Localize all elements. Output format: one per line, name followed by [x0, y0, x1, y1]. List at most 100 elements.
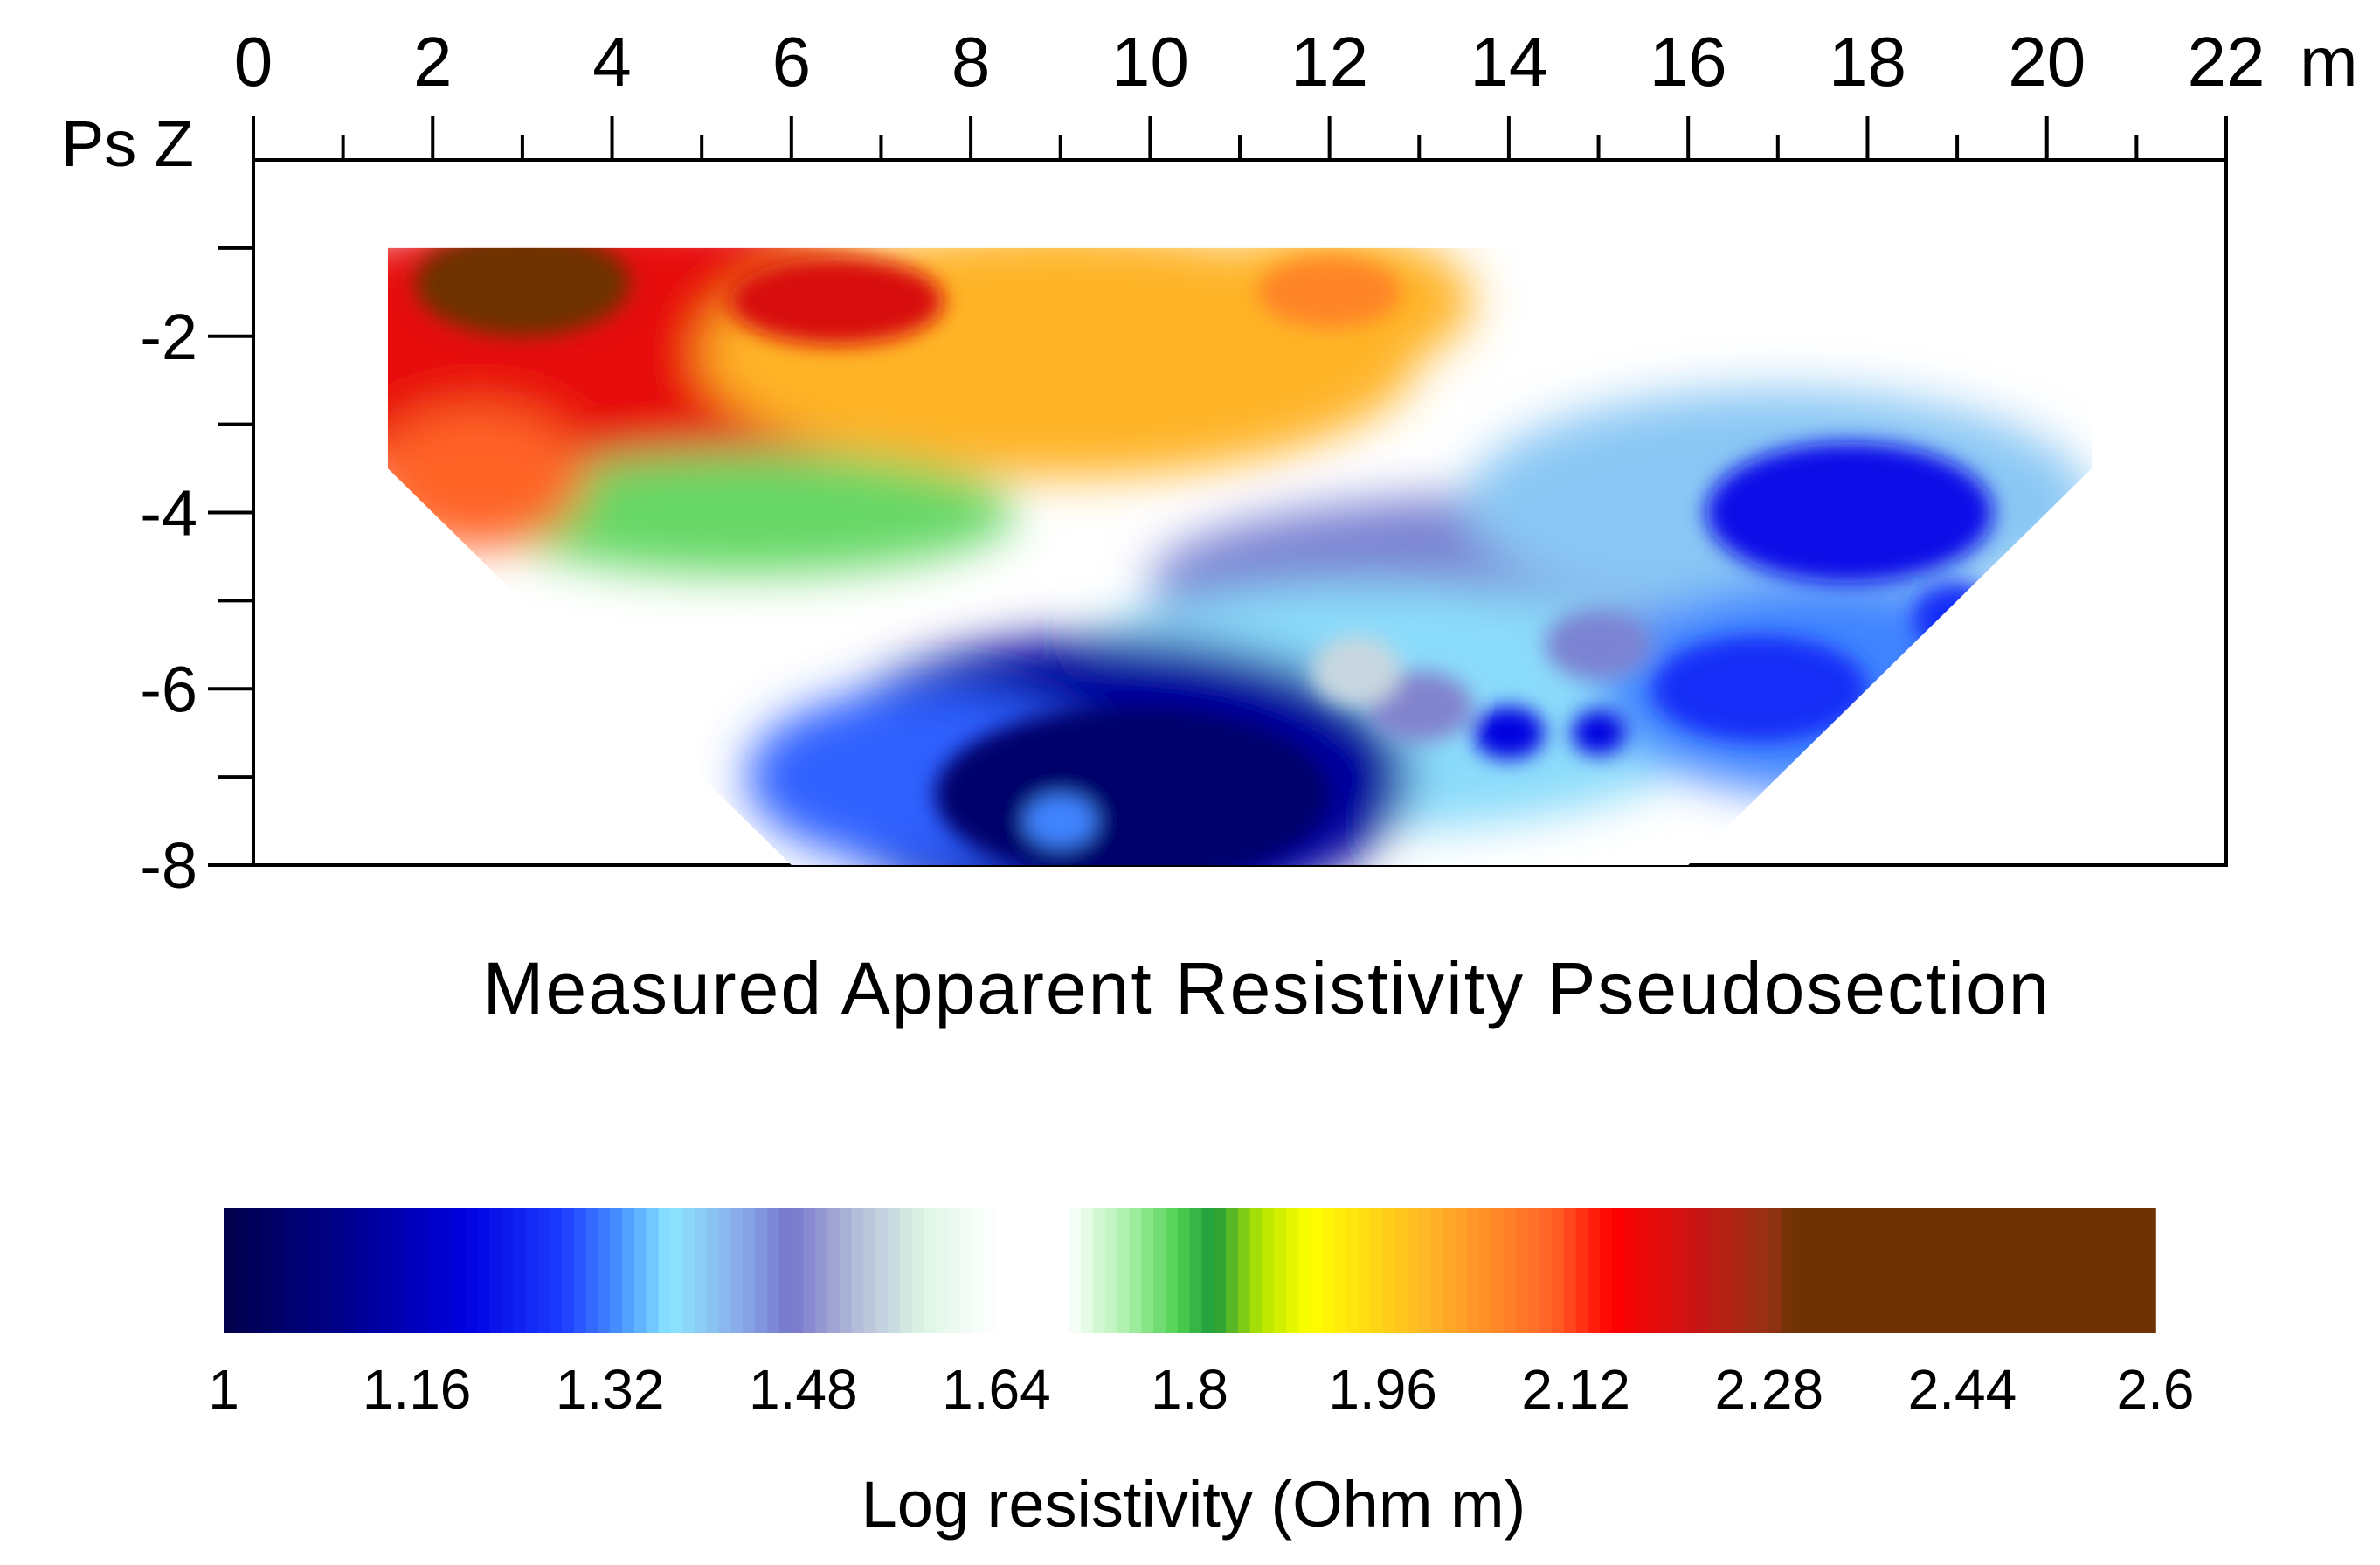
colorbar-swatch [1600, 1208, 1613, 1333]
x-tick-label: 2 [413, 23, 453, 100]
colorbar-swatch [1672, 1208, 1685, 1333]
y-axis: -2 -4 -6 -8 Ps Z [61, 107, 253, 902]
colorbar-swatch [996, 1208, 1010, 1333]
x-tick-label: 12 [1290, 23, 1368, 100]
colorbar-swatch [1636, 1208, 1650, 1333]
colorbar-swatch [1407, 1208, 1420, 1333]
colorbar-swatch [1069, 1208, 1082, 1333]
colorbar-swatch [1467, 1208, 1480, 1333]
x-tick-label: 18 [1829, 23, 1906, 100]
colorbar-swatch [1926, 1208, 1940, 1333]
colorbar-swatch [1648, 1208, 1662, 1333]
x-tick-label: 22 [2188, 23, 2266, 100]
colorbar-swatch [1660, 1208, 1674, 1333]
colorbar-swatch [1974, 1208, 1988, 1333]
colorbar-swatch [633, 1208, 647, 1333]
colorbar-tick-label: 2.28 [1715, 1358, 1824, 1421]
colorbar-swatch [1817, 1208, 1830, 1333]
colorbar-swatch [1214, 1208, 1227, 1333]
colorbar-swatch [1612, 1208, 1625, 1333]
colorbar-swatch [948, 1208, 961, 1333]
resistivity-blob [1024, 794, 1097, 848]
colorbar-tick-label: 1.96 [1328, 1358, 1437, 1421]
colorbar-swatch [1455, 1208, 1469, 1333]
colorbar-swatch [332, 1208, 345, 1333]
colorbar-swatch [791, 1208, 805, 1333]
colorbar-swatch [1117, 1208, 1131, 1333]
colorbar-swatch [1913, 1208, 1927, 1333]
colorbar-swatch [1588, 1208, 1602, 1333]
colorbar-swatch [1177, 1208, 1191, 1333]
colorbar-swatch [585, 1208, 599, 1333]
colorbar-swatch [2010, 1208, 2024, 1333]
colorbar-swatch [2131, 1208, 2144, 1333]
resistivity-blob [1652, 635, 1868, 742]
colorbar-swatch [2107, 1208, 2121, 1333]
colorbar-swatch [1189, 1208, 1203, 1333]
colorbar-swatch [1756, 1208, 1770, 1333]
colorbar-swatch [1141, 1208, 1154, 1333]
colorbar-swatch [1527, 1208, 1541, 1333]
colorbar-swatch [1382, 1208, 1396, 1333]
colorbar-swatch [766, 1208, 780, 1333]
colorbar-swatch [1563, 1208, 1577, 1333]
colorbar-swatch [1274, 1208, 1287, 1333]
colorbar-swatch [1165, 1208, 1179, 1333]
colorbar-swatch [1479, 1208, 1492, 1333]
colorbar-swatch [1901, 1208, 1915, 1333]
colorbar-swatch [1768, 1208, 1782, 1333]
resistivity-blob [414, 247, 631, 336]
colorbar-swatch [646, 1208, 660, 1333]
colorbar-swatch [405, 1208, 418, 1333]
colorbar-tick-label: 1 [208, 1358, 239, 1421]
colorbar-swatch [815, 1208, 828, 1333]
colorbar-swatch [1733, 1208, 1746, 1333]
colorbar-swatch [1297, 1208, 1311, 1333]
colorbar-swatch [1552, 1208, 1565, 1333]
resistivity-blob [935, 706, 1330, 865]
colorbar-swatch [984, 1208, 998, 1333]
colorbar-swatch [2071, 1208, 2084, 1333]
colorbar-swatch [1129, 1208, 1143, 1333]
colorbar-swatch [2094, 1208, 2108, 1333]
resistivity-blob [1571, 710, 1626, 755]
resistivity-blob [1257, 256, 1401, 328]
colorbar-swatch [344, 1208, 357, 1333]
colorbar-swatch [682, 1208, 695, 1333]
colorbar-swatch [1201, 1208, 1214, 1333]
colorbar-swatch [513, 1208, 527, 1333]
x-tick-label: 20 [2008, 23, 2086, 100]
colorbar-swatch [959, 1208, 973, 1333]
x-tick-label: 6 [772, 23, 812, 100]
colorbar-swatch [224, 1208, 237, 1333]
colorbar-swatch [1081, 1208, 1094, 1333]
colorbar-swatch [1370, 1208, 1384, 1333]
colorbar-tick-label: 2.12 [1521, 1358, 1630, 1421]
colorbar-swatch [1020, 1208, 1034, 1333]
colorbar-swatch [827, 1208, 841, 1333]
colorbar-swatch [1515, 1208, 1529, 1333]
colorbar-swatch [247, 1208, 261, 1333]
colorbar-swatch [1008, 1208, 1021, 1333]
x-tick-label: 10 [1111, 23, 1189, 100]
colorbar-swatch [1225, 1208, 1239, 1333]
colorbar-swatch [2058, 1208, 2072, 1333]
colorbar-swatch [610, 1208, 623, 1333]
colorbar-swatch [2046, 1208, 2060, 1333]
colorbar-swatch [2022, 1208, 2036, 1333]
colorbar-swatch [1720, 1208, 1734, 1333]
colorbar-swatch [1781, 1208, 1795, 1333]
y-tick-label: -8 [140, 829, 197, 902]
colorbar-swatch [1793, 1208, 1807, 1333]
colorbar-swatch [598, 1208, 611, 1333]
colorbar-swatch [670, 1208, 683, 1333]
colorbar-swatch [1092, 1208, 1106, 1333]
colorbar-swatch [1829, 1208, 1843, 1333]
resistivity-blob [477, 450, 1016, 575]
colorbar-swatch [1262, 1208, 1276, 1333]
colorbar-swatch [706, 1208, 720, 1333]
colorbar-swatch [284, 1208, 297, 1333]
colorbar-swatch [1708, 1208, 1722, 1333]
colorbar-swatch [308, 1208, 322, 1333]
colorbar-swatch [899, 1208, 913, 1333]
